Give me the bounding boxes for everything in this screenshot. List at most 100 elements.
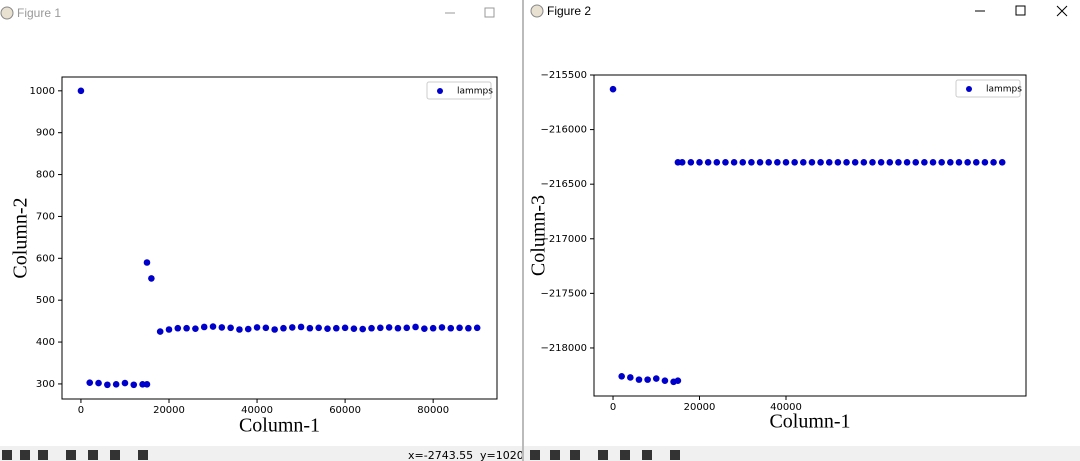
toolbar-icons xyxy=(2,450,148,460)
point xyxy=(756,159,764,166)
forward-button[interactable] xyxy=(38,450,48,460)
point xyxy=(696,159,703,166)
back-button[interactable] xyxy=(20,450,30,460)
point xyxy=(183,324,190,332)
x-tick-label: 60000 xyxy=(329,405,361,416)
zoom-button[interactable] xyxy=(620,450,630,460)
toolbar xyxy=(0,446,522,461)
save-button[interactable] xyxy=(138,450,148,460)
y-tick-label: −216000 xyxy=(540,125,587,136)
point xyxy=(227,324,234,332)
y-tick-label: 500 xyxy=(36,295,55,306)
x-axis-label: Column-1 xyxy=(239,415,320,437)
point xyxy=(359,325,367,333)
y-tick-label: 300 xyxy=(36,379,55,390)
point xyxy=(429,324,437,332)
point xyxy=(843,159,850,166)
close-button[interactable] xyxy=(1056,5,1068,17)
point xyxy=(262,324,270,332)
point xyxy=(244,325,252,333)
forward-button[interactable] xyxy=(570,450,580,460)
y-tick-label: −217000 xyxy=(540,234,587,245)
pan-button[interactable] xyxy=(598,450,608,460)
point xyxy=(627,374,634,381)
toolbar xyxy=(524,446,1080,461)
point xyxy=(394,324,402,332)
point xyxy=(678,159,686,166)
point xyxy=(288,324,296,331)
x-tick-label: 0 xyxy=(610,402,616,413)
maximize-button[interactable] xyxy=(484,7,495,18)
save-button[interactable] xyxy=(670,450,680,460)
point xyxy=(130,381,138,389)
point xyxy=(421,325,428,332)
point xyxy=(799,159,807,166)
point xyxy=(808,159,816,166)
point xyxy=(341,324,349,332)
point xyxy=(739,159,747,166)
legend-marker xyxy=(966,86,972,92)
pan-button[interactable] xyxy=(66,450,76,460)
point xyxy=(192,325,199,332)
legend-marker xyxy=(437,88,443,94)
point xyxy=(165,326,173,333)
point xyxy=(774,159,781,166)
y-tick-label: −218000 xyxy=(540,343,587,354)
point xyxy=(148,275,155,282)
point xyxy=(895,159,902,166)
point xyxy=(929,159,937,166)
point xyxy=(990,159,997,166)
point xyxy=(332,324,340,332)
window-title: Figure 1 xyxy=(17,6,61,20)
point xyxy=(306,324,314,332)
point xyxy=(174,324,182,332)
point xyxy=(869,159,876,166)
point xyxy=(644,376,651,383)
point xyxy=(652,375,660,382)
point xyxy=(200,323,208,331)
configure-button[interactable] xyxy=(110,450,120,460)
y-tick-label: 1000 xyxy=(30,86,55,97)
home-button[interactable] xyxy=(530,450,540,460)
point xyxy=(143,381,151,388)
configure-button[interactable] xyxy=(642,450,652,460)
y-tick-label: 800 xyxy=(36,170,55,181)
y-tick-label: −217500 xyxy=(540,288,587,299)
point xyxy=(981,159,989,166)
back-button[interactable] xyxy=(550,450,560,460)
point xyxy=(121,379,129,387)
point xyxy=(834,159,842,166)
point xyxy=(609,85,617,93)
zoom-button[interactable] xyxy=(88,450,98,460)
maximize-button[interactable] xyxy=(1015,5,1026,16)
point xyxy=(377,324,384,332)
point xyxy=(851,159,859,166)
point xyxy=(324,325,331,332)
x-axis-label: Column-1 xyxy=(769,411,850,433)
window-title: Figure 2 xyxy=(547,4,591,18)
point xyxy=(955,159,963,166)
point xyxy=(661,377,669,385)
point xyxy=(350,325,358,332)
point xyxy=(253,324,261,331)
point xyxy=(886,159,894,166)
y-tick-label: 600 xyxy=(36,253,55,264)
x-tick-label: 20000 xyxy=(153,405,185,416)
y-tick-label: −215500 xyxy=(540,70,587,81)
legend-label: lammps xyxy=(986,85,1022,95)
point xyxy=(947,159,954,166)
point xyxy=(403,324,411,332)
x-tick-label: 40000 xyxy=(241,405,273,416)
point xyxy=(782,159,790,166)
point xyxy=(438,324,446,331)
point xyxy=(412,323,419,331)
point xyxy=(730,159,738,166)
y-axis-label: Column-2 xyxy=(10,197,32,278)
point xyxy=(297,323,305,331)
window-border xyxy=(522,0,524,461)
point xyxy=(95,379,102,387)
y-tick-label: 400 xyxy=(36,337,55,348)
home-button[interactable] xyxy=(2,450,12,460)
legend-label: lammps xyxy=(457,87,493,97)
point xyxy=(280,324,287,332)
